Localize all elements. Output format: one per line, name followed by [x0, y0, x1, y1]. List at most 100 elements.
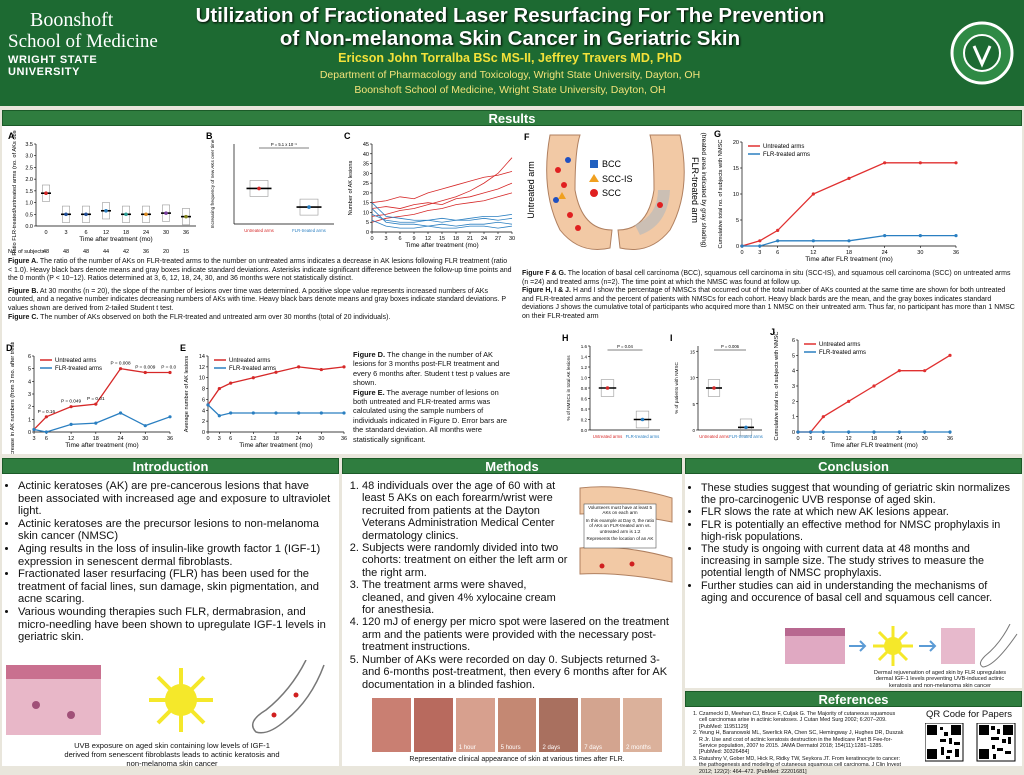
- data-point: [811, 239, 815, 243]
- caption: Figure D. The change in the number of AK…: [353, 350, 513, 388]
- epidermis: [785, 628, 845, 636]
- y-tick-label: 10: [690, 376, 696, 381]
- x-tick-label: 18: [846, 250, 852, 256]
- panel-letter: D: [6, 343, 13, 353]
- legend-label: Untreated arms: [763, 144, 804, 150]
- series-line: [371, 208, 513, 227]
- data-point: [319, 411, 323, 415]
- data-point: [847, 176, 851, 180]
- x-tick-label: 30: [509, 236, 515, 242]
- arm-label: Untreated arm: [526, 161, 536, 219]
- data-point: [758, 244, 762, 248]
- series-line: [371, 170, 513, 204]
- y-tick-label: 0: [202, 430, 205, 436]
- caption-text: The location of basal cell carcinoma (BC…: [522, 270, 1011, 286]
- lesion: [558, 192, 566, 199]
- arm-diagram: [579, 486, 673, 583]
- data-point: [94, 402, 98, 406]
- photo-strip: 1 hour 5 hours 2 days 7 days 2 months: [372, 698, 663, 752]
- mean-point: [712, 386, 716, 390]
- x-axis-label: Time after treatment (mo): [65, 442, 138, 449]
- caption-label: Figure C.: [8, 313, 39, 321]
- data-point: [118, 411, 123, 415]
- x-tick-label: 24: [117, 436, 123, 442]
- x-tick-label: Untreated arms: [593, 434, 623, 439]
- data-point: [821, 415, 825, 419]
- data-point: [883, 234, 887, 238]
- series-line: [371, 182, 513, 209]
- subject-count: 48: [43, 249, 49, 255]
- subject-label: No. of subjects:: [8, 249, 46, 255]
- x-tick-label: Untreated arms: [699, 434, 729, 439]
- y-axis-label: % of patients with NMSC: [674, 361, 679, 413]
- caption-label: Figure H, I & J.: [522, 287, 572, 295]
- lesion: [599, 563, 605, 569]
- x-tick-label: Untreated arms: [244, 228, 274, 233]
- legend-label: Untreated arms: [819, 342, 860, 348]
- callout-text: Represents the location of an AK: [586, 536, 654, 542]
- y-tick-label: 3: [28, 392, 31, 398]
- x-tick-label: 27: [495, 236, 501, 242]
- x-tick-label: 0: [796, 436, 799, 442]
- x-tick-label: 30: [318, 436, 324, 442]
- data-point: [740, 244, 744, 248]
- logo-line: WRIGHT STATE UNIVERSITY: [8, 54, 98, 78]
- caption-text: The average number of lesions on both un…: [353, 387, 508, 444]
- y-tick-label: 3.0: [25, 154, 33, 160]
- y-tick-label: 1.4: [581, 355, 588, 360]
- bullet: Aging results in the loss of insulin-lik…: [18, 543, 333, 568]
- series-line: [742, 234, 956, 247]
- y-axis-label: % of NMSCs in total AK lesions: [566, 355, 571, 421]
- lesion: [555, 167, 561, 173]
- y-tick-label: 15: [733, 166, 739, 172]
- logo-line: Boonshoft: [30, 9, 114, 31]
- caption-abc: Figure A. The ratio of the number of AKs…: [8, 258, 513, 322]
- y-tick-label: 8: [202, 387, 205, 393]
- arm: [617, 134, 685, 250]
- skin-tissue: [941, 628, 975, 664]
- figure-f: F BCC SCC-IS SCC Untreated arm FLR-treat…: [524, 132, 707, 250]
- caption-label: Figure F & G.: [522, 270, 566, 277]
- panel-letter: E: [180, 343, 186, 353]
- legend-label: FLR-treated arms: [763, 152, 810, 158]
- y-axis-label: Number of AK lesions: [348, 161, 354, 216]
- x-tick-label: 6: [84, 230, 87, 236]
- y-tick-label: 1.5: [25, 189, 33, 195]
- data-point: [342, 411, 346, 415]
- arm-label: FLR-treated arm: [690, 157, 700, 223]
- lesion: [293, 692, 299, 698]
- arrow: [849, 640, 867, 652]
- y-tick-label: 4: [28, 379, 31, 385]
- section-header: Methods: [342, 458, 682, 474]
- x-tick-label: 36: [341, 436, 347, 442]
- arrow: [919, 640, 937, 652]
- x-tick-label: 21: [467, 236, 473, 242]
- data-point: [143, 370, 147, 375]
- series-line: [207, 366, 345, 406]
- cell: [32, 701, 40, 709]
- bullet: FLR is potentially an effective method f…: [701, 519, 1016, 543]
- series-line: [371, 202, 513, 221]
- y-tick-label: 15: [363, 201, 369, 207]
- reference: Ratushny V, Gober MD, Hick R, Ridky TW, …: [699, 756, 904, 775]
- x-tick-label: 9: [412, 236, 415, 242]
- caption-label: Figure D.: [353, 350, 386, 359]
- data-point: [954, 234, 958, 238]
- data-point: [297, 365, 301, 369]
- conclusion-illustration: [785, 624, 1018, 668]
- data-point: [923, 369, 927, 373]
- x-tick-label: 3: [32, 436, 35, 442]
- y-axis-label: Cumulative total no. of subjects with NM…: [718, 139, 724, 248]
- data-point: [342, 365, 346, 369]
- caption: Figure F & G. The location of basal cell…: [522, 270, 1016, 287]
- subject-count: 42: [123, 249, 129, 255]
- legend-label: FLR-treated arms: [819, 350, 866, 356]
- data-point: [44, 415, 48, 419]
- x-axis-label: Time after FLR treatment (mo): [805, 256, 893, 263]
- x-tick-label: 24: [296, 436, 302, 442]
- legend-label: SCC: [602, 188, 622, 198]
- x-tick-label: 36: [953, 250, 959, 256]
- data-point: [274, 370, 278, 374]
